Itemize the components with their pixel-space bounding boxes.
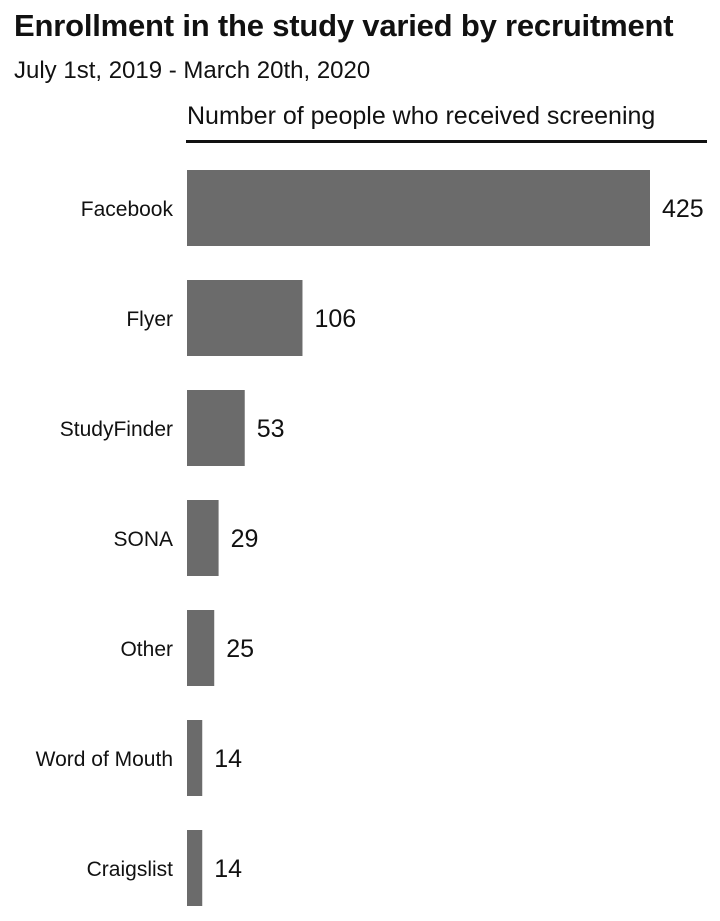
category-label-word-of-mouth: Word of Mouth bbox=[36, 748, 173, 771]
bar-sona bbox=[187, 500, 219, 576]
bar-flyer bbox=[187, 280, 303, 356]
value-label-studyfinder: 53 bbox=[257, 415, 285, 443]
category-label-other: Other bbox=[120, 638, 173, 661]
chart-subtitle: July 1st, 2019 - March 20th, 2020 bbox=[14, 57, 371, 84]
category-label-sona: SONA bbox=[113, 528, 173, 551]
chart-title: Enrollment in the study varied by recrui… bbox=[14, 8, 674, 43]
category-label-studyfinder: StudyFinder bbox=[60, 418, 173, 441]
axis-title-rule bbox=[186, 140, 707, 143]
value-label-facebook: 425 bbox=[662, 195, 704, 223]
value-label-other: 25 bbox=[226, 635, 254, 663]
value-label-flyer: 106 bbox=[314, 305, 356, 333]
value-label-sona: 29 bbox=[231, 525, 259, 553]
bar-facebook bbox=[187, 170, 650, 246]
bar-craigslist bbox=[187, 830, 203, 906]
bar-studyfinder bbox=[187, 390, 245, 466]
bar-word-of-mouth bbox=[187, 720, 203, 796]
category-label-flyer: Flyer bbox=[126, 308, 173, 331]
value-label-word-of-mouth: 14 bbox=[214, 745, 242, 773]
category-label-craigslist: Craigslist bbox=[87, 858, 174, 881]
x-axis-title: Number of people who received screening bbox=[187, 102, 656, 130]
bar-other bbox=[187, 610, 215, 686]
category-label-facebook: Facebook bbox=[81, 198, 174, 221]
value-label-craigslist: 14 bbox=[214, 855, 242, 883]
